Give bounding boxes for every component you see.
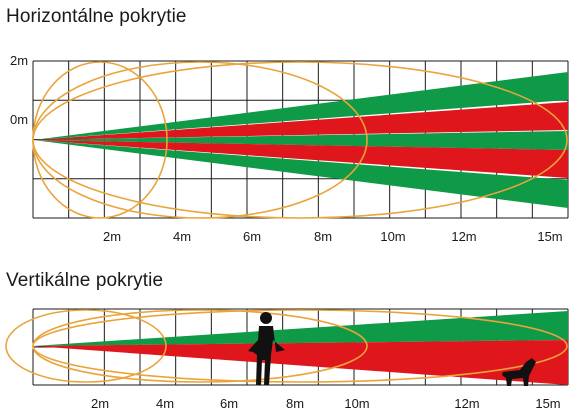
horizontal-coverage-title: Horizontálne pokrytie: [6, 6, 187, 27]
person-silhouette-icon: [248, 312, 285, 385]
v-x-label-8m: 8m: [285, 396, 305, 411]
v-x-label-6m: 6m: [219, 396, 239, 411]
beam-green-top: [33, 311, 568, 346]
y-label-0m: 0m: [10, 112, 29, 127]
vertical-beams: [33, 311, 568, 385]
v-x-label-12m: 12m: [454, 396, 480, 411]
x-label-8m: 8m: [313, 229, 333, 244]
x-label-15m: 15m: [537, 229, 563, 244]
dog-silhouette-icon: [502, 358, 536, 386]
zone-far-v: [32, 309, 568, 383]
zone-near-v: [5, 309, 167, 383]
y-label-2m: 2m: [10, 53, 29, 68]
beam-green-upper: [33, 72, 568, 140]
horizontal-zones: [32, 61, 568, 219]
x-label-4m: 4m: [172, 229, 192, 244]
x-label-6m: 6m: [242, 229, 262, 244]
vertical-zones: [5, 309, 568, 383]
x-label-12m: 12m: [451, 229, 477, 244]
x-label-10m: 10m: [380, 229, 406, 244]
x-label-2m: 2m: [102, 229, 122, 244]
beam-red-bottom: [33, 340, 568, 385]
vertical-coverage-title: Vertikálne pokrytie: [6, 270, 164, 291]
v-x-label-2m: 2m: [90, 396, 110, 411]
horizontal-coverage-diagram: [32, 60, 569, 219]
zone-far: [32, 61, 568, 219]
beam-green-lower: [33, 140, 568, 208]
v-x-label-10m: 10m: [344, 396, 370, 411]
beam-green-center: [33, 131, 568, 150]
v-x-label-15m: 15m: [535, 396, 561, 411]
v-x-label-4m: 4m: [155, 396, 175, 411]
